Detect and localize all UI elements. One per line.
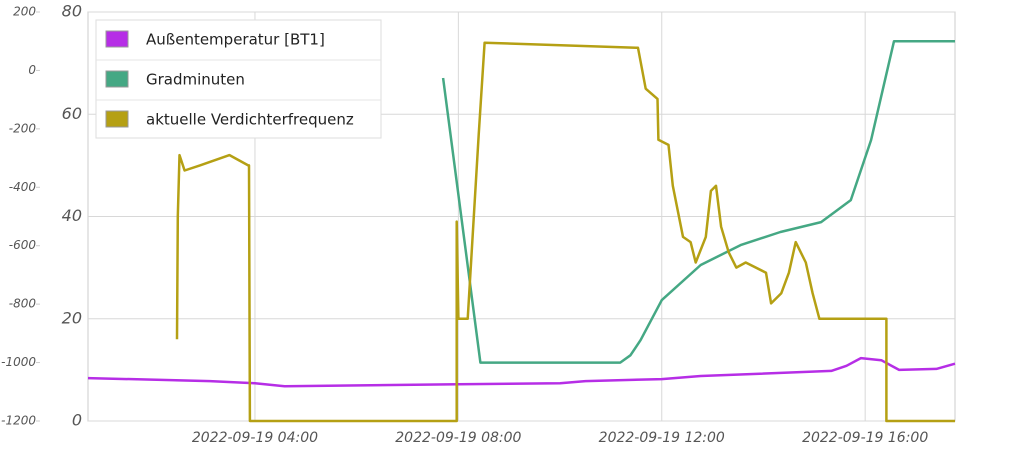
series-line [175,41,955,423]
y2-tick-label: -1000 [1,355,36,369]
x-tick-label: 2022-09-19 08:00 [395,430,521,446]
y2-tick-label: -600 [9,238,37,252]
x-tick-label: 2022-09-19 04:00 [192,430,318,446]
y-tick-label: 40 [62,206,82,225]
legend-swatch[interactable] [105,30,129,48]
legend-box [95,19,382,139]
legend-swatch[interactable] [105,110,129,128]
y2-tick-label: 0 [28,63,36,77]
y2-tick-label: -800 [9,297,37,311]
legend-label: Außentemperatur [BT1] [146,31,325,49]
y2-tick-label: 200 [13,5,36,19]
y-tick-label: 60 [62,104,82,123]
series-line [441,39,955,364]
x-tick-label: 2022-09-19 16:00 [802,430,928,446]
y2-tick-label: -200 [9,121,37,135]
y-tick-label: 80 [62,2,82,21]
legend-label: Gradminuten [146,71,245,89]
series-line [87,356,956,388]
x-tick-label: 2022-09-19 12:00 [599,430,725,446]
y-tick-label: 0 [72,411,82,430]
y2-tick-label: -400 [9,180,37,194]
legend-label: aktuelle Verdichterfrequenz [146,111,354,129]
legend-swatch[interactable] [105,70,129,88]
y-tick-label: 20 [62,308,82,327]
y2-tick-label: -1200 [1,414,36,428]
